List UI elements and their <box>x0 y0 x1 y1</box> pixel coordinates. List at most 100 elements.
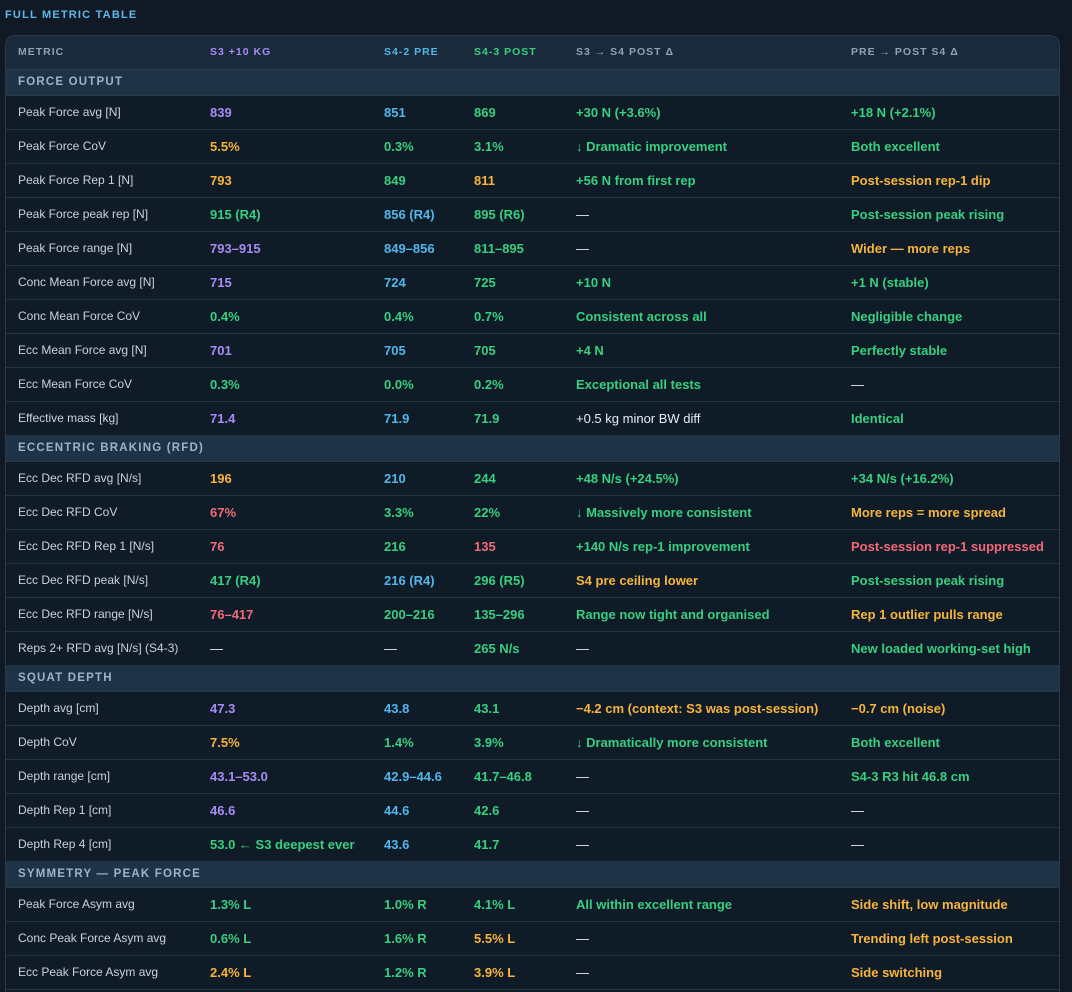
cell-s4-post: 0.2% <box>462 367 564 402</box>
cell-s4-post: 296 (R5) <box>462 563 564 598</box>
cell-pre-to-post-delta: Perfectly stable <box>839 333 1059 368</box>
table-body: FORCE OUTPUT Peak Force avg [N] 839 851 869 +… <box>6 69 1059 990</box>
table-row: Conc Mean Force CoV 0.4% 0.4% 0.7% Consisten… <box>6 299 1059 334</box>
cell-s4-post: 869 <box>462 95 564 130</box>
cell-s3-to-s4-delta: — <box>564 921 839 956</box>
cell-s3-to-s4-delta: +48 N/s (+24.5%) <box>564 461 839 496</box>
table-row: Reps 2+ RFD avg [N/s] (S4-3) — —265 N/s — Ne… <box>6 631 1059 666</box>
table-row: Peak Force Rep 1 [N] 793 849 811 +56 N from … <box>6 163 1059 198</box>
cell-s4-pre: 849 <box>372 163 462 198</box>
cell-s3-to-s4-delta: +0.5 kg minor BW diff <box>564 401 839 436</box>
cell-s3: 701 <box>198 333 372 368</box>
cell-s3: 0.3% <box>198 367 372 402</box>
cell-s3-to-s4-delta: — <box>564 793 839 828</box>
cell-s3-to-s4-delta: −4.2 cm (context: S3 was post-session) <box>564 691 839 726</box>
table-row: Depth avg [cm] 47.3 43.8 43.1 −4.2 cm (conte… <box>6 691 1059 726</box>
cell-s4-pre: 216 <box>372 529 462 564</box>
table-row: Peak Force avg [N] 839 851 869 +30 N (+3.6%)… <box>6 95 1059 130</box>
cell-metric: Depth avg [cm] <box>6 691 198 726</box>
cell-s3: 53.0 ← S3 deepest ever <box>198 827 372 862</box>
header-s4-pre[interactable]: S4-2 PRE <box>372 36 462 70</box>
cell-s3: 1.3% L <box>198 887 372 922</box>
cell-pre-to-post-delta: Post-session rep-1 dip <box>839 163 1059 198</box>
header-metric[interactable]: METRIC <box>6 36 198 70</box>
header-s3[interactable]: S3 +10 KG <box>198 36 372 70</box>
cell-s3-to-s4-delta: +4 N <box>564 333 839 368</box>
header-pre-to-post-delta[interactable]: PRE → POST S4 Δ <box>839 36 1059 70</box>
cell-s3: 0.4% <box>198 299 372 334</box>
cell-s3: — <box>198 631 372 666</box>
cell-metric: Conc Mean Force CoV <box>6 299 198 334</box>
cell-s3: 2.4% L <box>198 955 372 990</box>
cell-s3-to-s4-delta: ↓ Massively more consistent <box>564 495 839 530</box>
table-row: Ecc Dec RFD CoV 67% 3.3% 22% ↓ Massively mor… <box>6 495 1059 530</box>
cell-s3-to-s4-delta: — <box>564 631 839 666</box>
cell-s4-pre: 42.9–44.6 <box>372 759 462 794</box>
cell-s4-pre: 724 <box>372 265 462 300</box>
table-row: Peak Force range [N] 793–915 849–856 811–89… <box>6 231 1059 266</box>
table-row: Ecc Dec RFD Rep 1 [N/s] 76 216 135 +140 N/s … <box>6 529 1059 564</box>
cell-s3: 196 <box>198 461 372 496</box>
cell-s3: 67% <box>198 495 372 530</box>
cell-s4-post: 265 N/s <box>462 631 564 666</box>
cell-metric: Ecc Mean Force CoV <box>6 367 198 402</box>
section-title: ECCENTRIC BRAKING (RFD) <box>6 435 1059 462</box>
section-header-row: FORCE OUTPUT <box>6 69 1059 96</box>
cell-s4-pre: 851 <box>372 95 462 130</box>
cell-metric: Ecc Dec RFD peak [N/s] <box>6 563 198 598</box>
cell-s3: 0.6% L <box>198 921 372 956</box>
table-row: Conc Mean Force avg [N] 715 724 725 +10 N +1 … <box>6 265 1059 300</box>
table-row: Depth Rep 4 [cm] 53.0 ← S3 deepest ever 43… <box>6 827 1059 862</box>
cell-metric: Depth range [cm] <box>6 759 198 794</box>
cell-s4-post: 725 <box>462 265 564 300</box>
cell-s4-pre: 1.6% R <box>372 921 462 956</box>
cell-s4-pre: 210 <box>372 461 462 496</box>
cell-metric: Ecc Dec RFD avg [N/s] <box>6 461 198 496</box>
cell-metric: Depth CoV <box>6 725 198 760</box>
cell-s4-post: 0.7% <box>462 299 564 334</box>
cell-pre-to-post-delta: +34 N/s (+16.2%) <box>839 461 1059 496</box>
table-row: Effective mass [kg] 71.4 71.9 71.9 +0.5 kg m… <box>6 401 1059 436</box>
cell-s4-pre: — <box>372 631 462 666</box>
table-row: Ecc Dec RFD range [N/s] 76–417 200–216 135–… <box>6 597 1059 632</box>
cell-metric: Conc Peak Force Asym avg <box>6 921 198 956</box>
cell-pre-to-post-delta: Identical <box>839 401 1059 436</box>
cell-metric: Peak Force avg [N] <box>6 95 198 130</box>
cell-s4-post: 3.9% L <box>462 955 564 990</box>
table-row: Ecc Mean Force avg [N] 701 705 705 +4 N Perfe… <box>6 333 1059 368</box>
cell-metric: Ecc Dec RFD CoV <box>6 495 198 530</box>
cell-s4-post: 705 <box>462 333 564 368</box>
cell-metric: Peak Force peak rep [N] <box>6 197 198 232</box>
cell-pre-to-post-delta: Negligible change <box>839 299 1059 334</box>
cell-s3-to-s4-delta: +30 N (+3.6%) <box>564 95 839 130</box>
cell-s4-post: 71.9 <box>462 401 564 436</box>
cell-s3: 5.5% <box>198 129 372 164</box>
cell-pre-to-post-delta: — <box>839 793 1059 828</box>
cell-s3: 43.1–53.0 <box>198 759 372 794</box>
cell-pre-to-post-delta: New loaded working-set high <box>839 631 1059 666</box>
cell-s3-to-s4-delta: — <box>564 827 839 862</box>
cell-s4-post: 42.6 <box>462 793 564 828</box>
cell-s3-to-s4-delta: ↓ Dramatically more consistent <box>564 725 839 760</box>
cell-metric: Effective mass [kg] <box>6 401 198 436</box>
cell-s3: 71.4 <box>198 401 372 436</box>
cell-pre-to-post-delta: More reps = more spread <box>839 495 1059 530</box>
section-title: SYMMETRY — PEAK FORCE <box>6 861 1059 888</box>
cell-s3-to-s4-delta: — <box>564 197 839 232</box>
cell-s4-post: 5.5% L <box>462 921 564 956</box>
header-s3-to-s4-delta[interactable]: S3 → S4 POST Δ <box>564 36 839 70</box>
cell-s4-post: 135 <box>462 529 564 564</box>
header-s4-post[interactable]: S4-3 POST <box>462 36 564 70</box>
cell-pre-to-post-delta: Post-session rep-1 suppressed <box>839 529 1059 564</box>
cell-pre-to-post-delta: Side shift, low magnitude <box>839 887 1059 922</box>
cell-s3-to-s4-delta: — <box>564 955 839 990</box>
cell-pre-to-post-delta: Side switching <box>839 955 1059 990</box>
section-header-row: ECCENTRIC BRAKING (RFD) <box>6 435 1059 462</box>
cell-pre-to-post-delta: +18 N (+2.1%) <box>839 95 1059 130</box>
cell-s4-pre: 216 (R4) <box>372 563 462 598</box>
cell-s4-pre: 43.6 <box>372 827 462 862</box>
cell-metric: Reps 2+ RFD avg [N/s] (S4-3) <box>6 631 198 666</box>
table-row: Conc Peak Force Asym avg 0.6% L 1.6% R 5.5%… <box>6 921 1059 956</box>
cell-s3: 793 <box>198 163 372 198</box>
cell-s3-to-s4-delta: Range now tight and organised <box>564 597 839 632</box>
